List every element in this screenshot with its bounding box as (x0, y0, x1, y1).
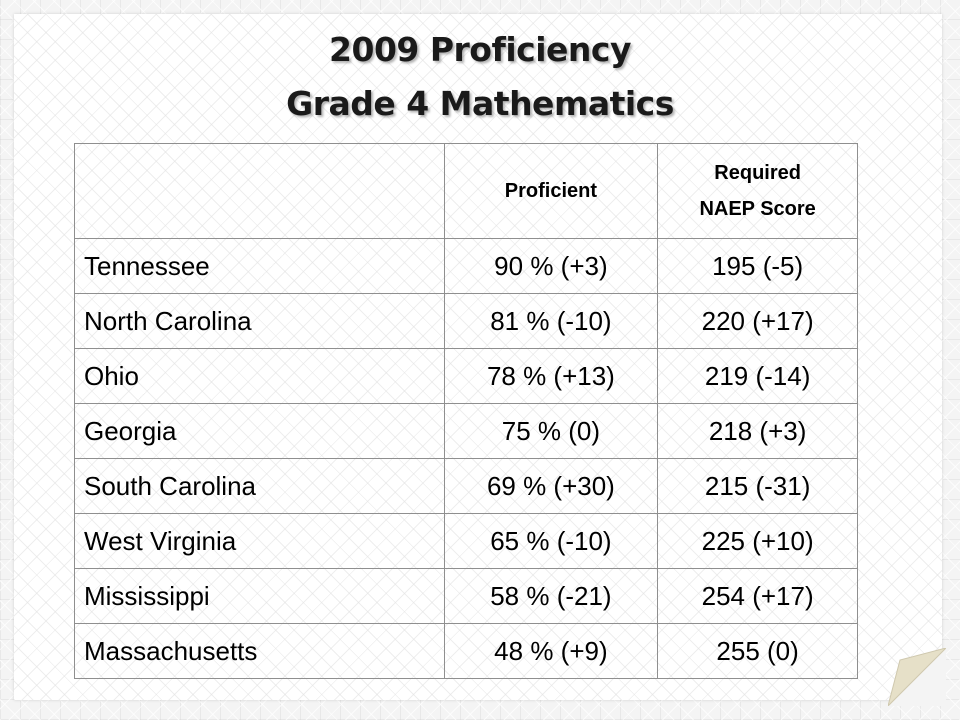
cell-required-naep-score: 215 (-31) (657, 458, 858, 514)
cell-state: North Carolina (74, 293, 445, 349)
cell-state: Massachusetts (74, 623, 445, 679)
table-row: Ohio 78 % (+13) 219 (-14) (74, 348, 858, 404)
table-header-row: Proficient Required NAEP Score (74, 143, 858, 239)
cell-state: Tennessee (74, 238, 445, 294)
table-body: Tennessee 90 % (+3) 195 (-5) North Carolina… (74, 238, 858, 679)
cell-state: Georgia (74, 403, 445, 459)
page-curl-corner (888, 648, 946, 706)
table-row: North Carolina 81 % (-10) 220 (+17) (74, 293, 858, 349)
header-required-line-2: NAEP Score (699, 198, 816, 220)
header-required-naep-score: Required NAEP Score (657, 143, 858, 239)
table-row: Massachusetts 48 % (+9) 255 (0) (74, 623, 858, 679)
title-line-2: Grade 4 Mathematics (286, 84, 674, 123)
table-row: South Carolina 69 % (+30) 215 (-31) (74, 458, 858, 514)
cell-required-naep-score: 219 (-14) (657, 348, 858, 404)
cell-proficient: 65 % (-10) (443, 513, 659, 569)
cell-state: Ohio (74, 348, 445, 404)
table-row: Georgia 75 % (0) 218 (+3) (74, 403, 858, 459)
cell-proficient: 81 % (-10) (443, 293, 659, 349)
header-proficient: Proficient (443, 143, 659, 239)
table-row: West Virginia 65 % (-10) 225 (+10) (74, 513, 858, 569)
cell-state: Mississippi (74, 568, 445, 624)
cell-proficient: 48 % (+9) (443, 623, 659, 679)
title-line-1: 2009 Proficiency (329, 30, 631, 69)
cell-proficient: 75 % (0) (443, 403, 659, 459)
cell-state: West Virginia (74, 513, 445, 569)
cell-required-naep-score: 195 (-5) (657, 238, 858, 294)
cell-proficient: 69 % (+30) (443, 458, 659, 514)
header-state (74, 143, 445, 239)
cell-required-naep-score: 254 (+17) (657, 568, 858, 624)
cell-state: South Carolina (74, 458, 445, 514)
cell-required-naep-score: 220 (+17) (657, 293, 858, 349)
cell-required-naep-score: 218 (+3) (657, 403, 858, 459)
cell-proficient: 78 % (+13) (443, 348, 659, 404)
table-row: Tennessee 90 % (+3) 195 (-5) (74, 238, 858, 294)
proficiency-table: Proficient Required NAEP Score Tennessee… (74, 143, 858, 679)
cell-proficient: 90 % (+3) (443, 238, 659, 294)
cell-required-naep-score: 225 (+10) (657, 513, 858, 569)
cell-proficient: 58 % (-21) (443, 568, 659, 624)
table-row: Mississippi 58 % (-21) 254 (+17) (74, 568, 858, 624)
cell-required-naep-score: 255 (0) (657, 623, 858, 679)
header-required-line-1: Required (714, 162, 801, 184)
